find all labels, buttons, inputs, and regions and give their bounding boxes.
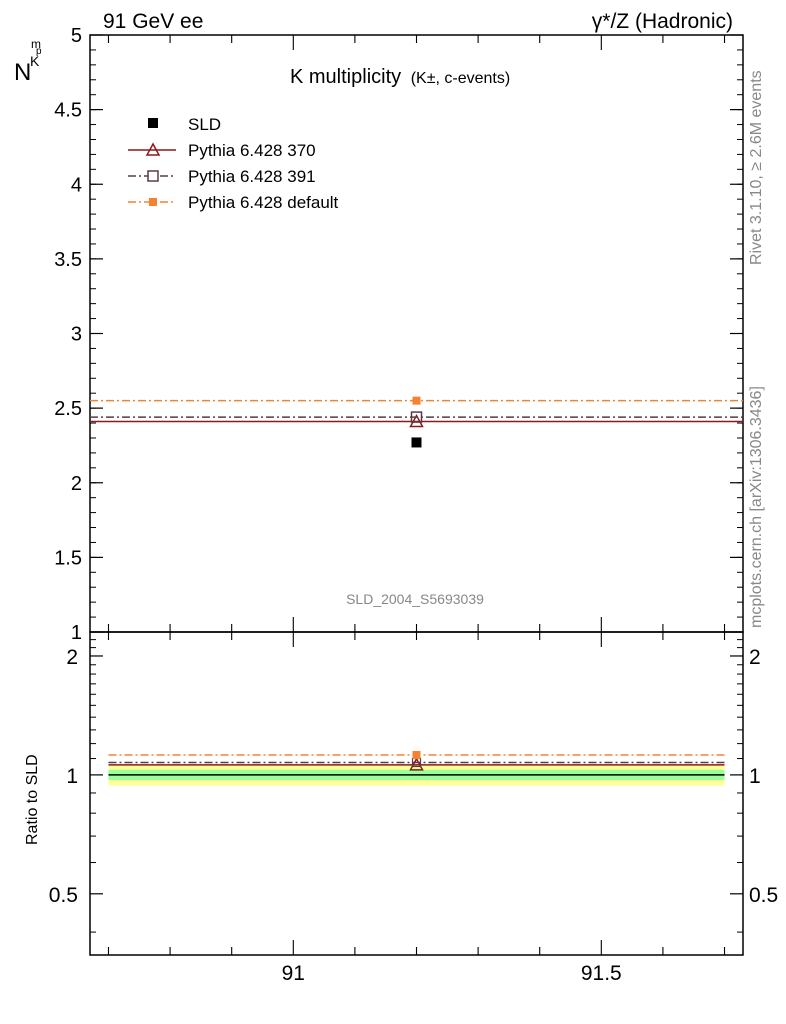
upper-marks <box>90 396 743 448</box>
y-tick-label: 4 <box>71 174 82 196</box>
ratio-marker-pdef <box>412 750 421 759</box>
ratio-y-tick-label: 0.5 <box>49 884 78 907</box>
y-tick-label: 1.5 <box>54 547 82 569</box>
y-axis-label-main: N <box>14 59 31 86</box>
x-tick-label: 91 <box>282 962 305 985</box>
x-ticks: 91 91.5 <box>107 35 726 985</box>
y-tick-label: 2.5 <box>54 398 82 420</box>
lower-plot-frame <box>89 631 744 956</box>
y-tick-label: 3 <box>71 324 82 346</box>
x-tick-label: 91.5 <box>581 962 622 985</box>
legend-label-p391: Pythia 6.428 391 <box>188 167 316 186</box>
y-tick-label: 5 <box>71 25 82 47</box>
y-tick-label: 4.5 <box>54 100 82 122</box>
y-axis-label-sub2: m <box>31 37 41 51</box>
ratio-y-tick-label: 2 <box>66 646 78 669</box>
marker-pdef <box>412 396 421 405</box>
upper-ticks: 1 1.5 2 2.5 3 3.5 4 4.5 5 <box>54 25 743 644</box>
y-axis-label-sub: K <box>30 53 40 69</box>
marker-p370 <box>409 413 424 428</box>
legend-marker-pdef <box>149 198 157 206</box>
y-tick-label: 2 <box>71 473 82 495</box>
y-axis-label: N <box>14 59 31 86</box>
ratio-y-tick-label-right: 0.5 <box>749 884 778 907</box>
y-tick-label: 1 <box>71 622 82 644</box>
marker-p391 <box>410 411 423 423</box>
data-point-sld <box>411 437 422 448</box>
legend: SLD Pythia 6.428 370 Pythia 6.428 391 Py… <box>128 115 339 212</box>
legend-marker-p370 <box>145 142 161 156</box>
chart-title-main: K multiplicity <box>290 66 401 88</box>
ratio-y-tick-label-right: 2 <box>749 646 761 669</box>
rivet-label: Rivet 3.1.10, ≥ 2.6M events <box>748 70 765 265</box>
legend-marker-p391 <box>147 170 159 182</box>
legend-marker-sld <box>148 118 158 128</box>
chart-title: K multiplicity (K±, c-events) <box>290 66 510 88</box>
header-left: 91 GeV ee <box>103 10 203 33</box>
y-tick-label: 3.5 <box>54 249 82 271</box>
lower-marks <box>108 750 725 786</box>
mcplots-label: mcplots.cern.ch [arXiv:1306.3436] <box>748 386 765 628</box>
ratio-y-tick-label-right: 1 <box>749 765 761 788</box>
header-right: γ*/Z (Hadronic) <box>592 10 733 33</box>
legend-label-sld: SLD <box>188 115 221 134</box>
lower-ticks: 0.5 0.5 1 1 2 2 <box>49 639 778 933</box>
legend-label-p370: Pythia 6.428 370 <box>188 141 316 160</box>
legend-label-pdef: Pythia 6.428 default <box>188 193 339 212</box>
y-axis-label-sup: p <box>36 46 42 57</box>
chart-title-sub: (K±, c-events) <box>411 70 510 87</box>
ratio-marker-p370 <box>409 757 424 771</box>
analysis-watermark: SLD_2004_S5693039 <box>346 591 484 607</box>
ratio-y-tick-label: 1 <box>66 765 78 788</box>
ratio-y-axis-label: Ratio to SLD <box>24 754 41 845</box>
